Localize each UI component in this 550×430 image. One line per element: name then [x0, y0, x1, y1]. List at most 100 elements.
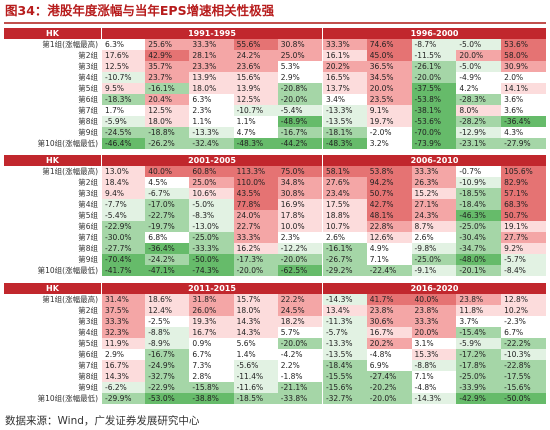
group-label: 第3组	[78, 317, 98, 326]
table-cell: 4.7%	[233, 127, 278, 138]
table-cell: -17.3%	[233, 254, 278, 265]
table-row: 第7组 -30.0% 6.8% -25.0% 33.3% 2.3% 2.6% 12.6% 2.6…	[4, 232, 546, 243]
table-cell: 7.1%	[366, 254, 412, 265]
table-cell: 50.7%	[501, 210, 546, 221]
table-cell: 1.1%	[189, 116, 234, 127]
table-cell: -16.1%	[145, 83, 190, 94]
table-cell: 2.6%	[411, 232, 457, 243]
table-row: 第2组 37.5% 12.4% 26.0% 18.0% 24.5% 13.4% 23.8% 23…	[4, 305, 546, 316]
table-cell: 2.8%	[189, 371, 234, 382]
table-cell: -33.9%	[456, 382, 502, 393]
table-cell: 16.7%	[101, 360, 146, 371]
table-cell: 30.9%	[501, 61, 546, 72]
table-cell: 23.4%	[321, 188, 367, 199]
table-cell: -6.7%	[145, 188, 190, 199]
table-cell: 8.7%	[411, 221, 457, 232]
table-cell: -47.1%	[145, 265, 190, 276]
table-cell: 18.8%	[321, 210, 367, 221]
group-label: 第4组	[78, 200, 98, 209]
table-cell: -24.9%	[145, 360, 190, 371]
table-cell: 16.1%	[321, 50, 367, 61]
table-cell: 24.2%	[233, 50, 278, 61]
table-row: 第6组 -22.9% -19.7% -13.0% 22.7% 10.0% 10.7% 22.8…	[4, 221, 546, 232]
table-cell: 22.2%	[277, 294, 322, 305]
table-cell: 0.9%	[189, 338, 234, 349]
table-cell: -2.3%	[501, 316, 546, 327]
table-cell: 33.3%	[189, 39, 234, 50]
table-cell: -18.1%	[321, 127, 367, 138]
table-cell: 10.7%	[321, 221, 367, 232]
table-cell: -10.7%	[101, 72, 146, 83]
table-cell: -4.9%	[456, 72, 502, 83]
table-cell: 1.7%	[101, 105, 146, 116]
table-cell: -13.5%	[321, 116, 367, 127]
table-cell: -20.8%	[277, 83, 322, 94]
table-cell: -38.1%	[411, 105, 457, 116]
table-cell: 3.1%	[411, 338, 457, 349]
table-cell: 2.3%	[189, 105, 234, 116]
table-cell: -8.8%	[145, 327, 190, 338]
table-cell: -18.4%	[456, 199, 502, 210]
table-cell: -24.2%	[145, 254, 190, 265]
table-cell: 6.8%	[145, 232, 190, 243]
table-cell: -20.0%	[277, 94, 322, 105]
table-cell: 20.0%	[366, 83, 412, 94]
group-label: 第9组	[78, 128, 98, 137]
table-cell: -22.7%	[145, 210, 190, 221]
table-cell: 17.5%	[321, 199, 367, 210]
period-header: 2001-2005	[101, 155, 322, 166]
table-cell: -12.2%	[277, 243, 322, 254]
period-header: 2006-2010	[322, 155, 546, 166]
group-label: 第3组	[78, 62, 98, 71]
table-cell: -32.7%	[145, 371, 190, 382]
table-cell: -46.3%	[456, 210, 502, 221]
group-label: 第10组(涨幅最低)	[37, 266, 98, 275]
data-table: HK 2011-2015 2016-2020 第1组(涨幅最高) 31.4% 18.6% 3…	[4, 283, 546, 404]
table-row: 第2组 18.4% 4.5% 25.0% 110.0% 34.8% 27.6% 94.2% 26…	[4, 177, 546, 188]
group-label: 第1组(涨幅最高)	[42, 295, 98, 304]
table-cell: 5.6%	[233, 338, 278, 349]
period-header: 2016-2020	[322, 283, 546, 294]
table-cell: -27.4%	[366, 371, 412, 382]
table-cell: 25.0%	[189, 177, 234, 188]
table-cell: -29.9%	[101, 393, 146, 404]
table-cell: 22.7%	[233, 221, 278, 232]
table-cell: -8.4%	[501, 265, 546, 276]
table-cell: 26.3%	[411, 177, 457, 188]
table-cell: 16.5%	[321, 72, 367, 83]
group-label: 第4组	[78, 328, 98, 337]
table-cell: 33.3%	[411, 166, 457, 177]
table-row: 第9组 -70.4% -24.2% -50.0% -17.3% -20.0% -26.7% 7…	[4, 254, 546, 265]
table-cell: 23.5%	[366, 94, 412, 105]
table-cell: -32.7%	[321, 393, 367, 404]
table-cell: -48.3%	[233, 138, 278, 149]
table-cell: 34.8%	[277, 177, 322, 188]
table-cell: 14.3%	[101, 371, 146, 382]
title-divider	[4, 22, 546, 24]
table-cell: -73.9%	[411, 138, 457, 149]
table-cell: -25.0%	[456, 371, 502, 382]
table-cell: -18.5%	[456, 188, 502, 199]
table-cell: -20.0%	[277, 338, 322, 349]
table-row: 第5组 -5.4% -22.7% -8.3% 24.0% 17.8% 18.8% 48.1% 2…	[4, 210, 546, 221]
group-label: 第7组	[78, 233, 98, 242]
table-row: 第4组 -10.7% 23.7% 13.9% 15.6% 2.9% 16.5% 34.5% -2…	[4, 72, 546, 83]
table-cell: -9.8%	[411, 243, 457, 254]
page-title: 图34：港股年度涨幅与当年EPS增速相关性极强	[5, 3, 275, 18]
market-label: HK	[4, 155, 101, 166]
table-cell: 23.6%	[233, 61, 278, 72]
table-cell: -5.9%	[456, 338, 502, 349]
group-label: 第5组	[78, 211, 98, 220]
table-cell: -23.1%	[456, 138, 502, 149]
table-cell: -10.9%	[456, 177, 502, 188]
group-label: 第3组	[78, 189, 98, 198]
table-cell: -13.3%	[189, 127, 234, 138]
table-cell: 58.1%	[321, 166, 367, 177]
period-header: 1991-1995	[101, 28, 322, 39]
table-cell: 5.3%	[277, 61, 322, 72]
table-cell: 16.7%	[366, 327, 412, 338]
table-cell: 15.6%	[233, 72, 278, 83]
table-cell: -18.4%	[321, 360, 367, 371]
table-cell: -20.0%	[411, 72, 457, 83]
table-cell: -0.7%	[456, 166, 502, 177]
